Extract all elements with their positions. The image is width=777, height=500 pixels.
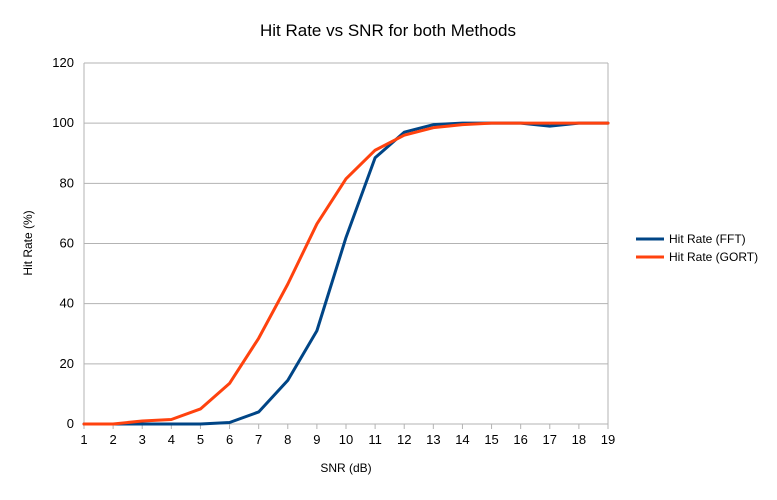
y-tick-labels: 0 20 40 60 80 100 120 — [52, 55, 74, 431]
x-tick-label: 8 — [284, 432, 291, 447]
legend-label: Hit Rate (GORT) — [669, 250, 758, 264]
x-tick-label: 18 — [572, 432, 586, 447]
x-tick-label: 10 — [339, 432, 353, 447]
y-tick-label: 100 — [52, 115, 74, 130]
x-tick-label: 16 — [513, 432, 527, 447]
y-axis-label: Hit Rate (%) — [21, 210, 35, 275]
x-tick-label: 9 — [313, 432, 320, 447]
x-tick-label: 1 — [80, 432, 87, 447]
x-tick-label: 7 — [255, 432, 262, 447]
x-tick-label: 6 — [226, 432, 233, 447]
axes — [83, 62, 609, 429]
y-tick-label: 60 — [60, 236, 74, 251]
x-tick-label: 4 — [168, 432, 175, 447]
y-tick-label: 0 — [67, 416, 74, 431]
y-tick-label: 80 — [60, 175, 74, 190]
x-tick-labels: 1 2 3 4 5 6 7 8 9 10 11 12 13 14 15 16 17 18 19 — [80, 432, 615, 447]
y-tick-label: 20 — [60, 356, 74, 371]
x-tick-label: 11 — [368, 432, 382, 447]
gridlines — [84, 62, 608, 425]
x-axis-label: SNR (dB) — [320, 461, 371, 475]
series-line-gort — [82, 121, 610, 426]
chart-title: Hit Rate vs SNR for both Methods — [260, 21, 516, 40]
y-tick-label: 120 — [52, 55, 74, 70]
x-tick-label: 14 — [455, 432, 469, 447]
y-tick-label: 40 — [60, 296, 74, 311]
x-tick-label: 3 — [139, 432, 146, 447]
x-tick-label: 5 — [197, 432, 204, 447]
legend: Hit Rate (FFT) Hit Rate (GORT) — [636, 232, 758, 264]
x-tick-label: 2 — [109, 432, 116, 447]
series-lines — [82, 121, 610, 426]
x-tick-label: 12 — [397, 432, 411, 447]
series-line-fft — [82, 121, 610, 426]
x-tick-label: 19 — [601, 432, 615, 447]
legend-label: Hit Rate (FFT) — [669, 232, 746, 246]
x-tick-label: 15 — [484, 432, 498, 447]
x-tick-label: 17 — [543, 432, 557, 447]
x-tick-label: 13 — [426, 432, 440, 447]
